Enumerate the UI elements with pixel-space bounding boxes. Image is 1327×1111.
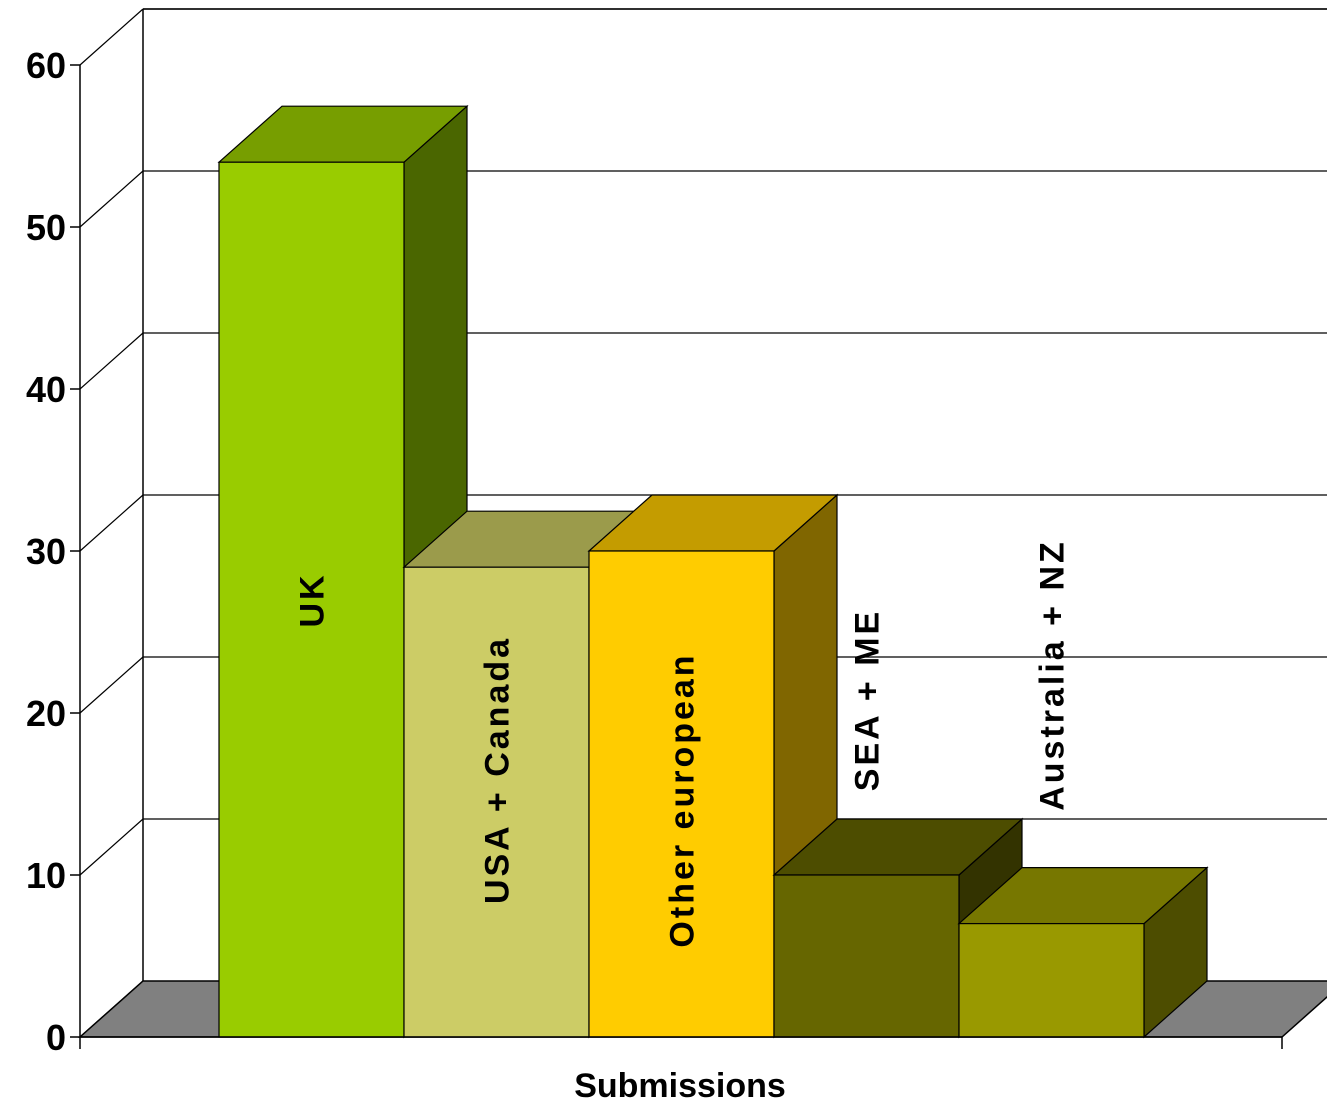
bar bbox=[588, 550, 775, 1038]
x-axis-title: Submissions bbox=[574, 1067, 786, 1105]
gridline-depth bbox=[79, 818, 144, 876]
gridline-depth bbox=[79, 8, 144, 66]
y-tick-label: 60 bbox=[26, 45, 66, 86]
y-tick-label: 30 bbox=[26, 531, 66, 572]
y-tick-label: 20 bbox=[26, 693, 66, 734]
bar bbox=[403, 566, 590, 1038]
bar-category-label: Other european bbox=[664, 652, 702, 947]
bars bbox=[217, 104, 1209, 1039]
bar bbox=[773, 874, 960, 1038]
gridline-depth bbox=[79, 494, 144, 552]
bar-category-label: SEA + ME bbox=[849, 609, 887, 791]
bar-category-label: Australia + NZ bbox=[1034, 539, 1072, 811]
gridline-depth bbox=[79, 332, 144, 390]
y-tick-label: 0 bbox=[46, 1017, 66, 1058]
y-tick-label: 50 bbox=[26, 207, 66, 248]
y-tick-label: 10 bbox=[26, 855, 66, 896]
y-tick-label: 40 bbox=[26, 369, 66, 410]
bar bbox=[218, 161, 405, 1038]
bar-category-label: USA + Canada bbox=[479, 636, 517, 904]
bar bbox=[958, 922, 1145, 1038]
y-axis: 0 10 20 30 40 50 60 bbox=[26, 45, 1283, 1058]
gridline-depth bbox=[79, 656, 144, 714]
gridline-depth bbox=[79, 170, 144, 228]
bar-labels: UK USA + Canada Other european SEA + ME Aust… bbox=[294, 539, 1072, 947]
bar-category-label: UK bbox=[294, 572, 332, 627]
